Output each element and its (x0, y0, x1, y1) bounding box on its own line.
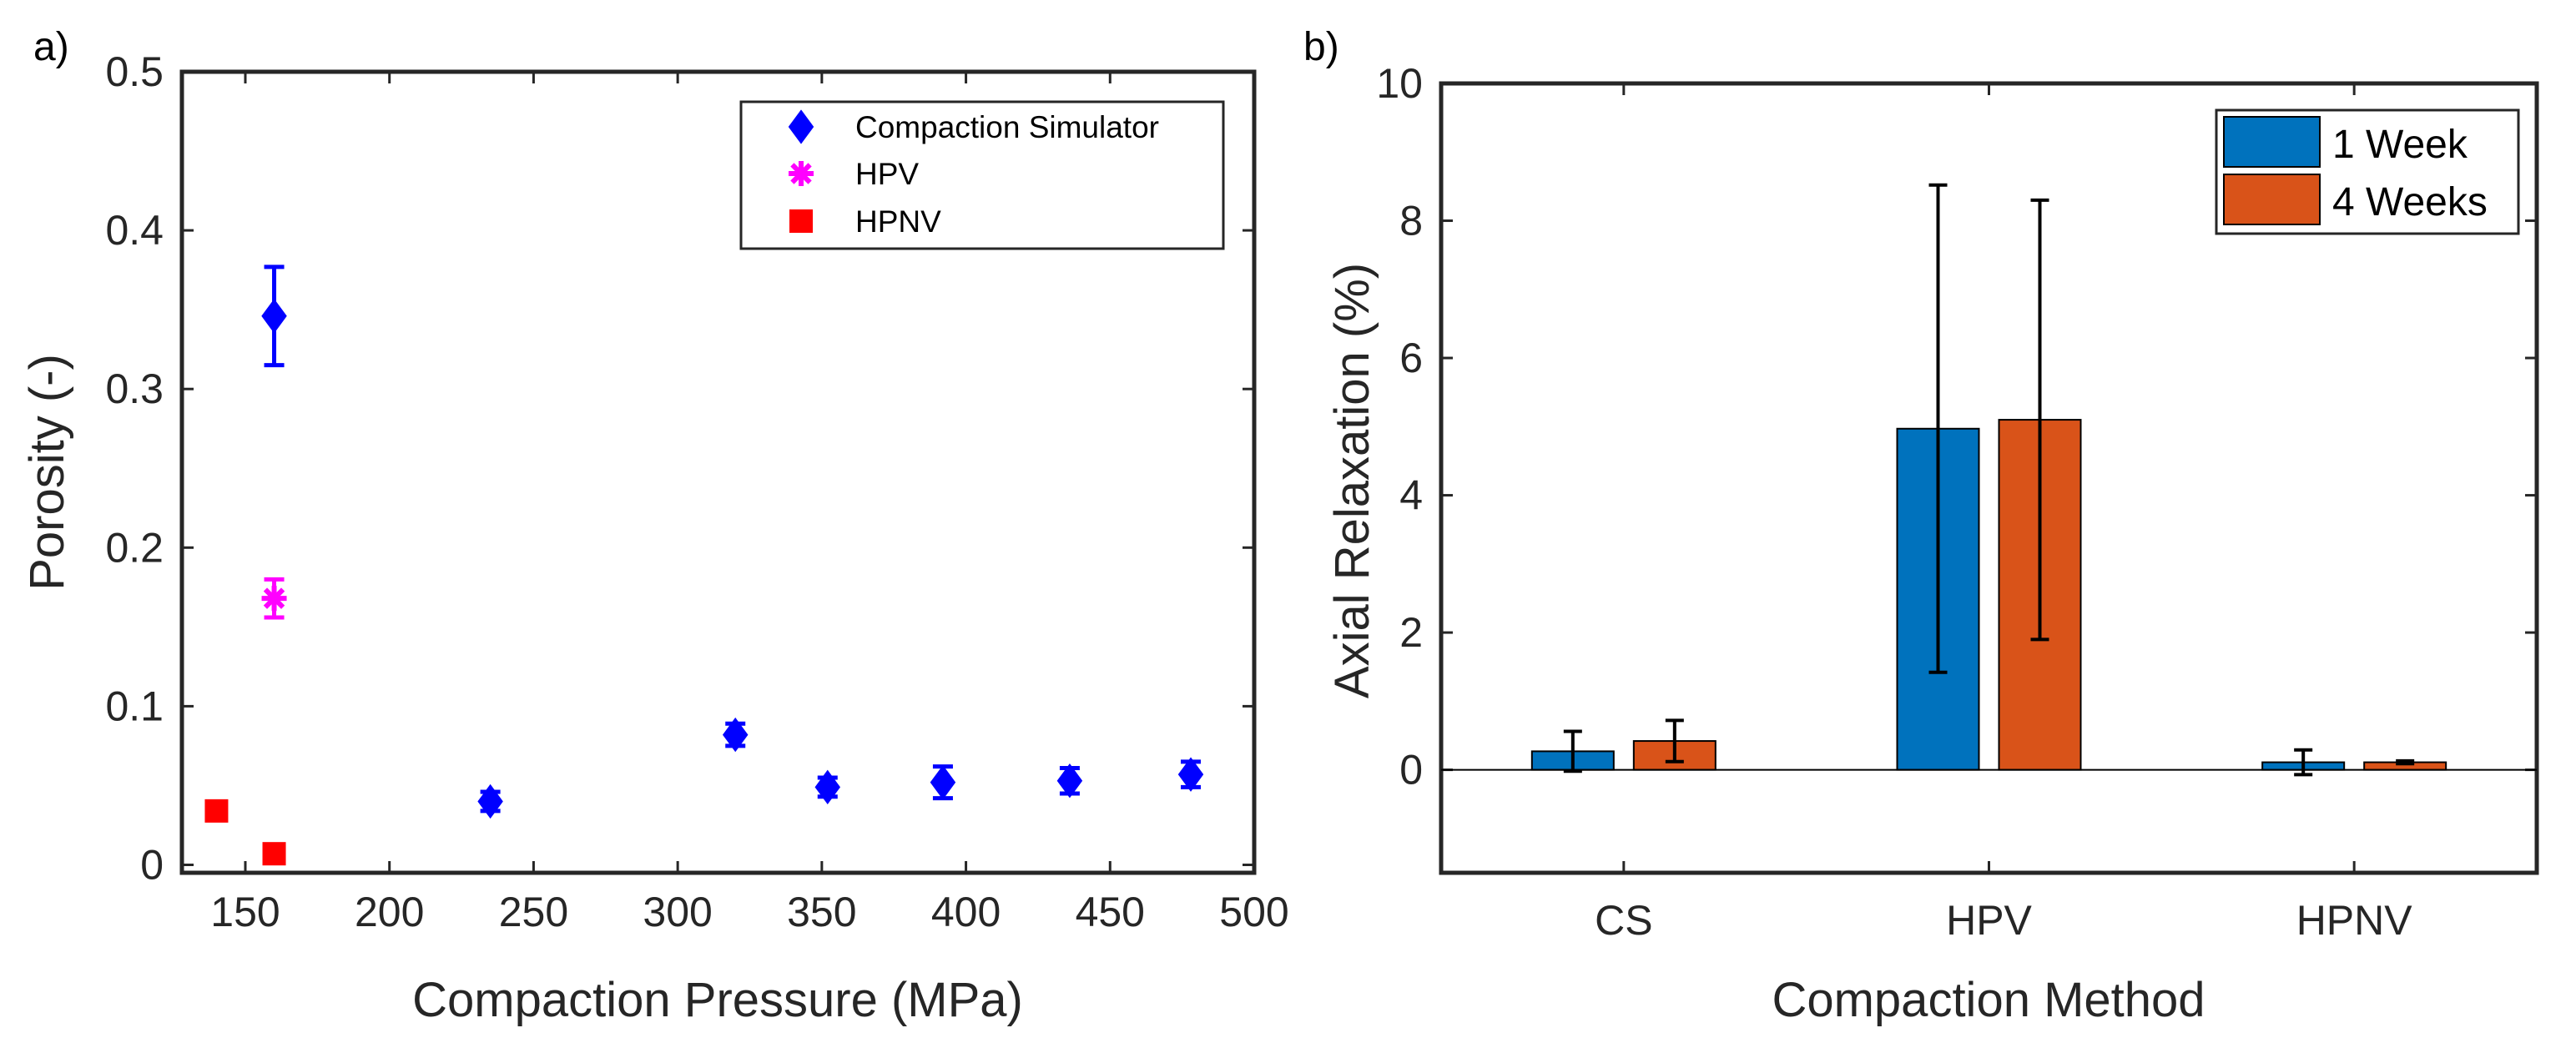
x-tick-label-500: 500 (1219, 889, 1288, 935)
b-y-tick-label-5: 10 (1376, 60, 1423, 107)
compaction-simulator-point-5 (1056, 763, 1083, 799)
y-tick-label-0: 0 (140, 841, 164, 888)
legend-marker-hpv-stroke (790, 163, 812, 184)
panel-a-legend-box (739, 100, 1225, 250)
y-tick-label-4: 0.4 (105, 207, 164, 254)
legend-swatch-1-week (2223, 116, 2321, 168)
hpv-point-0 (261, 586, 287, 612)
b-x-tick-label-hpv: HPV (1946, 897, 2032, 944)
panel-a-ticks: 150 200 250 300 350 400 450 500 0 0.1 0.2 0.3 0.4 0.5 (105, 48, 1288, 935)
panel-a-scatter-plot: a) 150 200 250 300 350 400 450 500 0 0.1 0.2 0.3 0.4… (20, 25, 1289, 1027)
b-x-tick-label-hpnv: HPNV (2296, 897, 2413, 944)
x-tick-label-150: 150 (210, 889, 280, 935)
x-tick-label-400: 400 (931, 889, 1001, 935)
x-tick-label-250: 250 (499, 889, 568, 935)
panel-b-ticks: 0 2 4 6 8 10 CS HPV HPNV (1376, 60, 2537, 944)
panel-a-marks (204, 265, 1204, 866)
panel-a-label: a) (33, 25, 69, 69)
panel-b-marks (1441, 183, 2537, 777)
panel-b-x-axis-label: Compaction Method (1772, 973, 2205, 1027)
compaction-simulator-point-4 (930, 764, 956, 800)
panel-b-y-axis-label: Axial Relaxation (%) (1325, 263, 1379, 698)
b-x-tick-label-cs: CS (1595, 897, 1652, 944)
panel-a-y-axis-label: Porosity (-) (20, 354, 74, 591)
b-y-tick-label-0: 0 (1399, 747, 1423, 794)
compaction-simulator-point-2 (722, 717, 749, 753)
legend-swatch-4-weeks (2223, 174, 2321, 225)
b-y-tick-label-2: 4 (1399, 472, 1423, 519)
legend-marker-compaction-simulator (788, 109, 814, 144)
legend-label-hpv: HPV (855, 157, 919, 191)
x-tick-label-300: 300 (643, 889, 712, 935)
b-y-tick-label-3: 6 (1399, 335, 1423, 381)
b-y-tick-label-1: 2 (1399, 609, 1423, 656)
panel-b-legend: 1 Week 4 Weeks (2215, 108, 2520, 235)
compaction-simulator-point-3 (814, 769, 841, 805)
panel-b-label: b) (1303, 25, 1339, 69)
legend-marker-hpv (789, 161, 814, 186)
legend-marker-hpnv (789, 209, 813, 233)
panel-b-bar-chart: b) 0 2 4 6 8 10 CS HPV HPNV Compaction Method Ax… (1303, 25, 2539, 1027)
legend-label-1-week: 1 Week (2332, 123, 2468, 167)
y-tick-label-3: 0.3 (105, 365, 164, 412)
hpv-point-0-stroke (263, 587, 285, 609)
y-tick-label-5: 0.5 (105, 48, 164, 95)
panel-a-x-axis-label: Compaction Pressure (MPa) (412, 973, 1023, 1027)
y-tick-label-1: 0.1 (105, 683, 164, 729)
compaction-simulator-point-1 (477, 784, 503, 819)
legend-label-compaction-simulator: Compaction Simulator (855, 110, 1159, 144)
x-tick-label-350: 350 (787, 889, 856, 935)
panel-a-legend: Compaction Simulator HPV HPNV (739, 100, 1225, 250)
hpnv-point-0 (204, 799, 229, 823)
y-tick-label-2: 0.2 (105, 524, 164, 571)
hpnv-point-1 (262, 842, 286, 866)
compaction-simulator-point-6 (1177, 757, 1204, 792)
b-y-tick-label-4: 8 (1399, 198, 1423, 244)
legend-label-4-weeks: 4 Weeks (2332, 180, 2488, 224)
compaction-simulator-point-0 (261, 299, 287, 334)
x-tick-label-200: 200 (355, 889, 424, 935)
legend-label-hpnv: HPNV (855, 204, 941, 239)
x-tick-label-450: 450 (1076, 889, 1145, 935)
